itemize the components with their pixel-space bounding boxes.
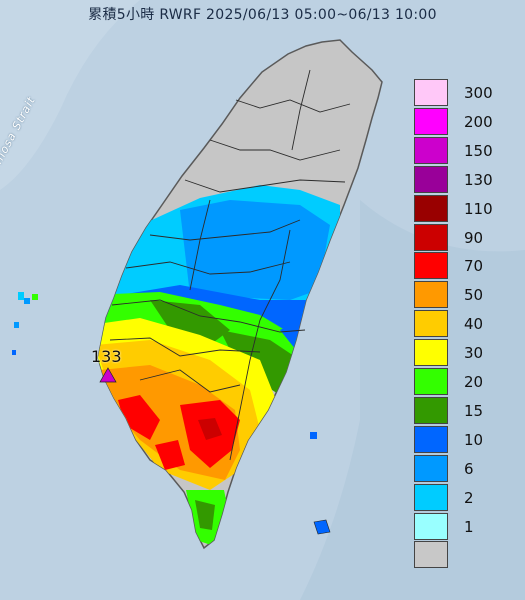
legend-label: 6 bbox=[464, 459, 474, 478]
sea-texture bbox=[300, 200, 525, 600]
legend-swatch bbox=[414, 512, 448, 540]
legend-label: 90 bbox=[464, 228, 484, 247]
legend-label: 20 bbox=[464, 373, 484, 391]
legend-label: 110 bbox=[464, 199, 493, 218]
orchid-island bbox=[313, 519, 331, 535]
legend-swatch bbox=[414, 223, 448, 251]
legend-label: 1 bbox=[464, 517, 474, 536]
legend-label: 50 bbox=[464, 286, 484, 305]
legend-label: 200 bbox=[464, 112, 493, 131]
legend-swatch bbox=[414, 165, 448, 193]
map-title: 累積5小時 RWRF 2025/06/13 05:00~06/13 10:00 bbox=[88, 7, 437, 23]
legend-label: 40 bbox=[464, 315, 484, 334]
legend-swatch bbox=[414, 541, 448, 569]
legend-label: 300 bbox=[464, 84, 493, 102]
legend-swatch bbox=[414, 252, 448, 280]
legend-label: 30 bbox=[464, 344, 484, 363]
green-island bbox=[310, 432, 317, 439]
legend-label: 70 bbox=[464, 257, 484, 276]
legend-label: 15 bbox=[464, 401, 484, 420]
legend-swatch bbox=[414, 396, 448, 424]
legend-label: 10 bbox=[464, 430, 484, 449]
legend: 300 200 150 130 110 90 70 50 40 30 20 15 10 6 2 1 bbox=[411, 79, 519, 571]
legend-swatch bbox=[414, 368, 448, 395]
rainfall-field bbox=[98, 185, 340, 546]
legend-swatch bbox=[414, 454, 448, 482]
legend-swatch bbox=[414, 79, 448, 106]
legend-swatch bbox=[414, 339, 448, 367]
county-boundaries bbox=[109, 69, 351, 461]
legend-swatch bbox=[414, 194, 448, 222]
penghu-islands bbox=[12, 292, 38, 355]
legend-label: 130 bbox=[464, 170, 493, 189]
max-marker-icon bbox=[99, 367, 117, 383]
max-value-label: 133 bbox=[91, 347, 122, 366]
legend-label: 150 bbox=[464, 141, 493, 160]
legend-swatch bbox=[414, 483, 448, 511]
legend-swatch bbox=[414, 107, 448, 135]
sea-texture bbox=[0, 0, 140, 190]
legend-swatch bbox=[414, 310, 448, 338]
legend-label: 2 bbox=[464, 488, 474, 507]
legend-swatch bbox=[414, 136, 448, 164]
legend-swatch bbox=[414, 425, 448, 453]
legend-swatch bbox=[414, 281, 448, 309]
